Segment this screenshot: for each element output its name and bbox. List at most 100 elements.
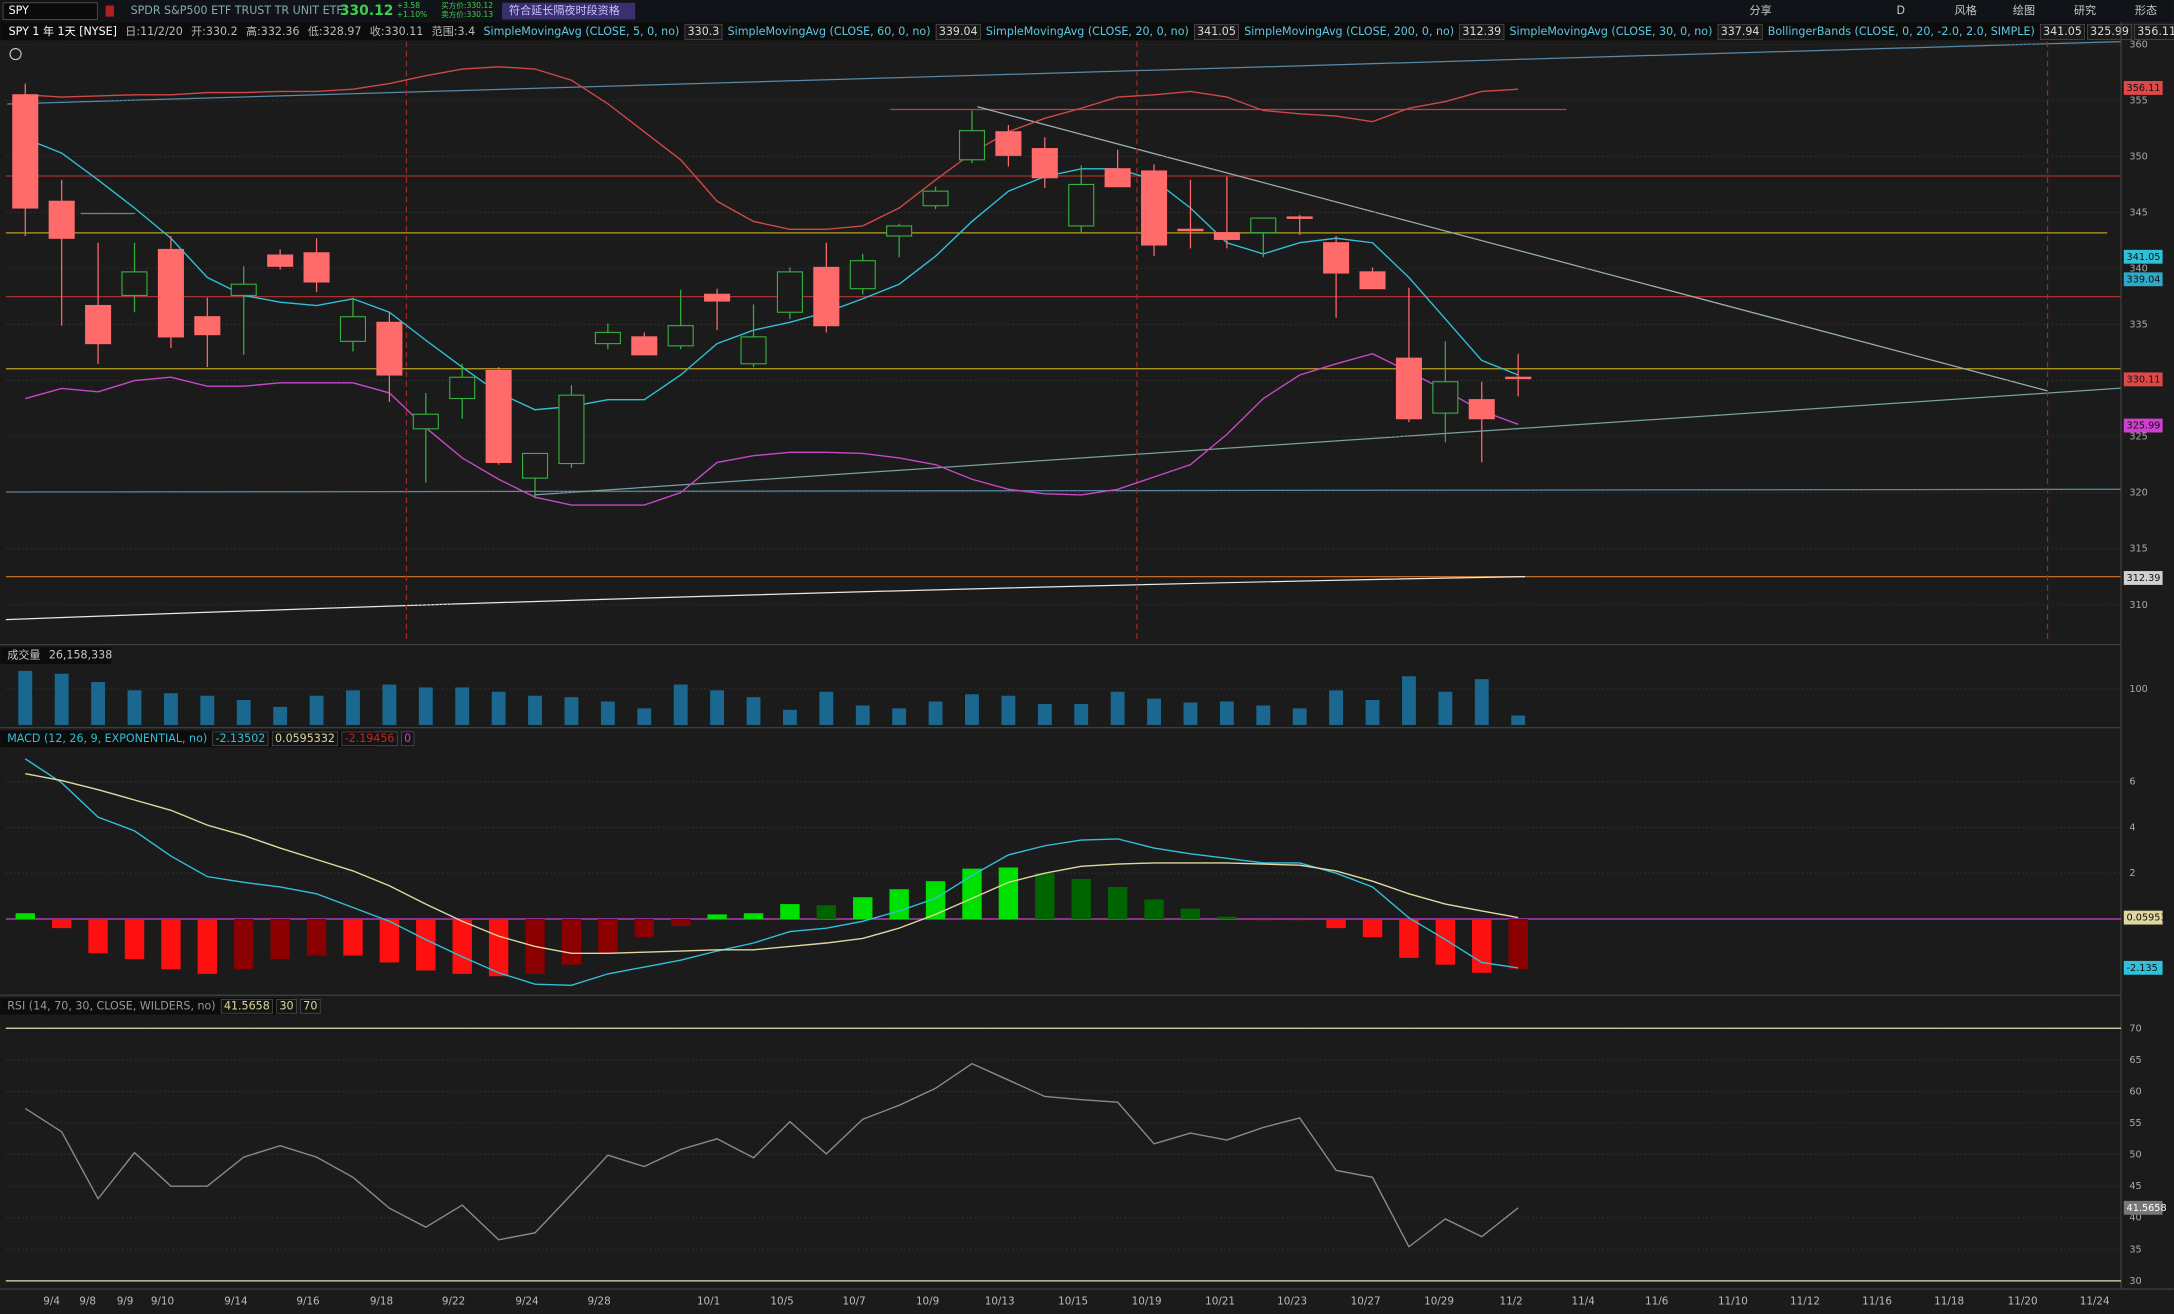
candle-body <box>594 331 621 345</box>
y-tick-label: 320 <box>2129 488 2148 499</box>
toolbar-button[interactable]: 形态 <box>2135 4 2157 17</box>
header-text: 日:11/2/20 <box>125 25 183 38</box>
volume-bar <box>673 684 688 725</box>
value-box <box>1459 23 1505 40</box>
candle-body <box>376 321 403 376</box>
volume-bar <box>491 691 506 725</box>
histogram-bar <box>379 918 400 963</box>
candle-body <box>157 248 184 338</box>
x-tick-label: 11/4 <box>1572 1296 1596 1308</box>
volume-bar <box>1219 701 1234 725</box>
header-text: SPY 1 年 1天 [NYSE] <box>9 24 117 38</box>
upper_band-line <box>25 66 1519 230</box>
toolbar-button[interactable]: 分享 <box>1750 3 1772 17</box>
candle-body <box>922 190 949 207</box>
x-tick-label: 11/16 <box>1862 1296 1892 1308</box>
volume-bar <box>1110 691 1125 725</box>
candle-body <box>1395 357 1422 420</box>
symbol[interactable]: SPY <box>9 4 29 17</box>
candle-body <box>995 131 1022 156</box>
symbol-box[interactable] <box>2 2 98 20</box>
volume-bar <box>163 693 178 725</box>
drawings <box>5 40 2122 642</box>
volume-bar <box>127 690 142 725</box>
volume-bar <box>91 682 106 725</box>
y-tick-label: 345 <box>2129 207 2148 218</box>
histogram-bar <box>1362 918 1383 938</box>
header-text: 开:330.2 <box>191 25 238 38</box>
change-pct: +1.10% <box>397 10 428 19</box>
header-text: SimpleMovingAvg (CLOSE, 30, 0, no) <box>1510 25 1713 38</box>
y-tick-label: 70 <box>2129 1023 2141 1034</box>
signal-line <box>25 772 1519 954</box>
y-tick-label: 350 <box>2129 151 2148 162</box>
x-tick-label: 9/24 <box>515 1296 539 1308</box>
study-header: SPY 1 年 1天 [NYSE] 日:11/2/20 开:330.2 高:332.3… <box>9 24 2174 40</box>
candle-body <box>667 325 694 347</box>
toolbar-button[interactable]: 研究 <box>2074 3 2096 17</box>
histogram-bar <box>197 918 218 974</box>
candle-body <box>303 252 330 283</box>
histogram-bar <box>707 914 727 919</box>
price-tag-label: 41.5658 <box>2127 1203 2167 1214</box>
value-box <box>684 23 723 40</box>
volume-bar <box>819 691 834 725</box>
price-tag-label: 341.05 <box>2127 252 2161 263</box>
candle-body <box>813 266 840 327</box>
readout-box <box>300 999 321 1014</box>
histogram-bar <box>51 918 72 929</box>
value-box <box>2039 23 2085 40</box>
readout-box <box>220 999 273 1014</box>
candle-body <box>886 225 913 237</box>
bid: 买方价:330.12 <box>441 0 493 10</box>
period[interactable]: D <box>1896 4 1905 17</box>
level-line <box>5 488 2122 493</box>
eligibility-badge <box>502 2 636 20</box>
histogram-bar <box>306 918 327 956</box>
candle-body <box>267 254 294 267</box>
candle-body <box>740 336 767 365</box>
study-value: 312.39 <box>1462 25 1501 38</box>
candle-body <box>1359 271 1386 290</box>
study-value: 356.11 <box>2137 25 2174 38</box>
toolbar-button[interactable]: 风格 <box>1955 3 1977 17</box>
toolbar-button[interactable]: 绘图 <box>2013 3 2035 17</box>
price-tag <box>2123 372 2163 387</box>
panel-separators <box>0 22 2174 1290</box>
volume-bar <box>965 694 979 725</box>
volume-bar <box>564 697 579 725</box>
x-tick-label: 11/24 <box>2080 1296 2110 1308</box>
x-tick-label: 11/20 <box>2008 1296 2038 1308</box>
histogram-bar <box>452 918 472 974</box>
histogram-bar <box>15 913 35 919</box>
candle-body <box>1068 183 1095 227</box>
x-tick-label: 10/15 <box>1058 1296 1088 1308</box>
trend-line <box>977 106 2048 392</box>
volume-bar <box>418 687 433 725</box>
histogram-bar <box>1071 878 1091 919</box>
rsi-study: RSI (14, 70, 30, CLOSE, WILDERS, no) <box>7 999 215 1012</box>
x-tick-label: 10/7 <box>842 1296 865 1308</box>
y-tick-label: 50 <box>2129 1150 2141 1161</box>
y-tick-label: 310 <box>2129 600 2148 611</box>
study-value: 325.99 <box>2090 25 2129 38</box>
x-tick-label: 9/10 <box>151 1296 174 1308</box>
volume-bar <box>637 708 652 725</box>
y-tick-label: 335 <box>2129 320 2148 331</box>
candle-body <box>230 283 257 296</box>
study-bar <box>0 22 2122 41</box>
price-tag-label: 339.04 <box>2127 274 2161 285</box>
x-tick-label: 10/5 <box>770 1296 793 1308</box>
volume-bar <box>309 695 324 725</box>
info-icon[interactable] <box>9 47 22 61</box>
lower_band-line <box>25 352 1519 506</box>
eligibility: 符合延长隔夜时段资格 <box>509 3 620 17</box>
volume-label: 成交量 <box>7 648 40 662</box>
x-tick-label: 11/6 <box>1645 1296 1668 1308</box>
header-text: 高:332.36 <box>246 24 300 38</box>
trend-line <box>7 40 2122 105</box>
candle-body <box>958 130 986 161</box>
x-tick-label: 9/22 <box>442 1296 465 1308</box>
macd-line <box>24 758 1519 987</box>
